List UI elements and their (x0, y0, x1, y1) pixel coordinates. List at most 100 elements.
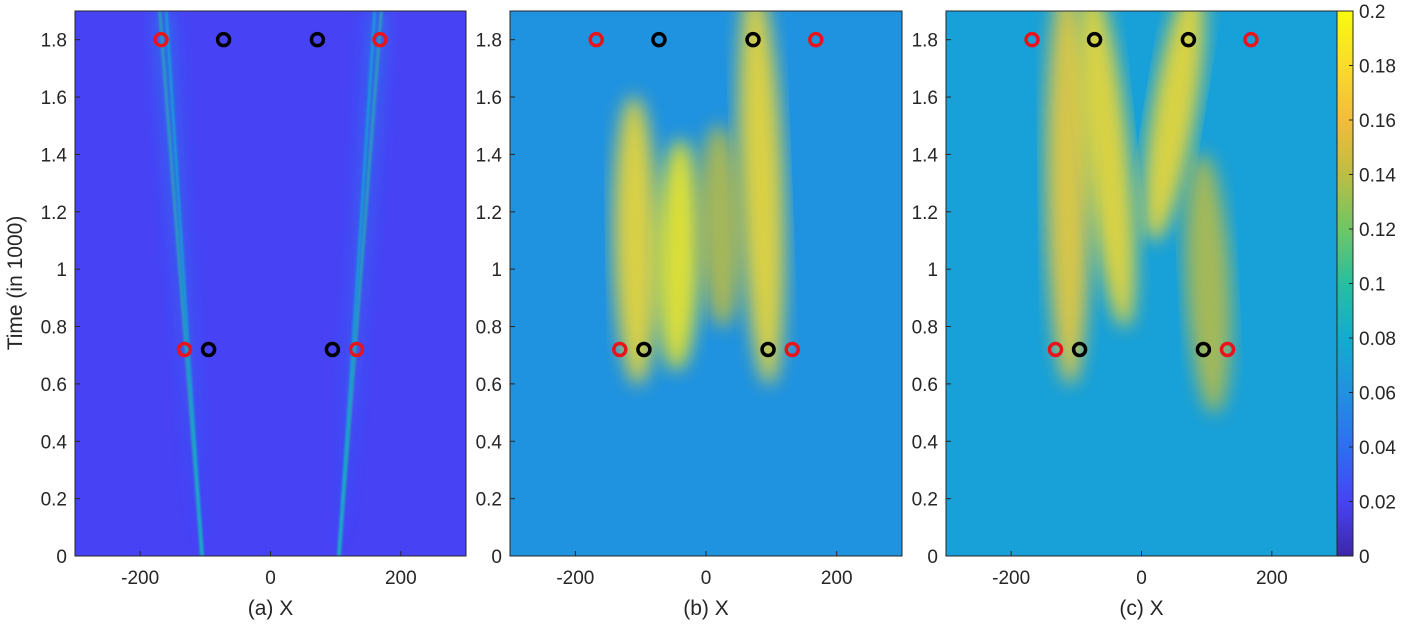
heatmap-a (75, 11, 466, 556)
x-tick-label: 200 (1256, 568, 1288, 589)
heatmap-beam (337, 11, 376, 556)
heatmap-beam (165, 11, 204, 556)
x-tick-label: 0 (265, 568, 276, 589)
y-tick-label: 1.8 (912, 31, 938, 52)
black-circle-marker (200, 341, 217, 358)
heatmap-band (1046, 11, 1091, 386)
y-tick-label: 0.2 (41, 490, 67, 511)
colorbar-tick-label: 0.08 (1359, 329, 1396, 350)
y-tick-label: 1.4 (912, 145, 939, 166)
y-tick-label: 1.2 (41, 203, 67, 224)
y-tick-label: 0.6 (41, 375, 67, 396)
y-tick-label: 0.2 (476, 490, 502, 511)
red-circle-marker (784, 341, 800, 358)
y-tick-label: 1.6 (41, 88, 67, 109)
x-tick-label: -200 (121, 568, 159, 589)
y-tick-label: 0.6 (476, 375, 502, 396)
colorbar-tick-label: 0 (1359, 547, 1370, 568)
heatmap-background (75, 11, 466, 556)
heatmap-band (698, 124, 743, 328)
black-circle-marker (324, 341, 341, 358)
x-axis-label: (a) X (248, 597, 294, 620)
y-tick-label: 1.2 (912, 203, 938, 224)
heatmap-background (946, 11, 1337, 556)
x-axis-label: (c) X (1119, 597, 1163, 620)
colorbar-tick-label: 0.04 (1359, 438, 1396, 459)
y-tick-label: 0.8 (476, 318, 502, 339)
heatmap-b (510, 11, 902, 556)
y-tick-label: 1 (491, 260, 502, 281)
black-circle-marker (745, 31, 761, 48)
y-tick-label: 0 (56, 547, 67, 568)
y-tick-label: 1 (927, 260, 938, 281)
x-tick-label: -200 (556, 568, 594, 589)
y-tick-label: 0.6 (912, 375, 938, 396)
black-circle-marker (215, 31, 232, 48)
black-circle-marker (1086, 31, 1103, 48)
red-circle-marker (176, 341, 193, 358)
black-circle-marker (760, 341, 776, 358)
colorbar-tick-label: 0.16 (1359, 111, 1396, 132)
heatmap-beam-glow (160, 11, 203, 556)
red-circle-marker (153, 31, 169, 48)
panel-c: -200 0 200 (c) X 0 0.2 0.4 0.6 0.8 1 1.2 1.4 1.6 1.8 (912, 10, 1338, 620)
y-tick-label: 0 (491, 547, 502, 568)
y-tick-label: 0.4 (41, 432, 68, 453)
panel-a: -200 0 200 (a) X 0 0.2 0.4 0.6 0.8 1 1.2 1.4 1.6 1.8 (41, 10, 467, 620)
heatmap-band (656, 138, 701, 371)
red-circle-marker (372, 31, 388, 48)
y-tick-label: 0.4 (476, 432, 503, 453)
y-tick-label: 0.8 (41, 318, 67, 339)
colorbar-tick-label: 0.12 (1359, 220, 1396, 241)
y-tick-label: 1.2 (476, 203, 502, 224)
black-circle-marker (651, 31, 667, 48)
colorbar-tick-label: 0.1 (1359, 275, 1385, 296)
heatmap-band (1079, 11, 1136, 328)
red-circle-marker (808, 31, 824, 48)
colorbar-tick-label: 0.02 (1359, 493, 1396, 514)
x-tick-label: 0 (1136, 568, 1147, 589)
black-circle-marker (1195, 341, 1212, 358)
x-tick-label: -200 (992, 568, 1030, 589)
y-tick-label: 1.4 (41, 145, 68, 166)
x-axis-label: (b) X (683, 597, 729, 620)
red-circle-marker (1047, 341, 1064, 358)
y-tick-label: 0.4 (912, 432, 939, 453)
heatmap-beam-glow (153, 11, 203, 556)
colorbar-tick-label: 0.2 (1359, 2, 1385, 23)
y-tick-label: 0.2 (912, 490, 938, 511)
red-circle-marker (588, 31, 604, 48)
y-tick-label: 1.6 (476, 88, 502, 109)
x-tick-label: 200 (385, 568, 417, 589)
red-circle-marker (1024, 31, 1040, 48)
y-tick-label: 1.8 (476, 31, 502, 52)
colorbar-tick-label: 0.18 (1359, 57, 1396, 78)
colorbar-tick-label: 0.14 (1359, 166, 1396, 187)
panel-b: -200 0 200 (b) X 0 0.2 0.4 0.6 0.8 1 1.2 1.4 1.6 1.8 (476, 10, 903, 620)
y-tick-label: 0 (927, 547, 938, 568)
black-circle-marker (636, 341, 652, 358)
colorbar: 0 0.02 0.04 0.06 0.08 0.1 0.12 0.14 0.16 0.18 0.2 (1336, 2, 1396, 568)
black-circle-marker (309, 31, 326, 48)
heatmap-beam-glow (338, 11, 388, 556)
red-circle-marker (348, 341, 365, 358)
y-tick-label: 1.6 (912, 88, 938, 109)
y-axis-label: Time (in 1000) (4, 216, 27, 351)
heatmap-band (613, 95, 658, 386)
heatmap-c (946, 11, 1337, 556)
black-circle-marker (1071, 341, 1088, 358)
y-tick-label: 1.4 (476, 145, 503, 166)
y-tick-label: 1 (56, 260, 67, 281)
y-tick-label: 1.8 (41, 31, 67, 52)
colorbar-tick-label: 0.06 (1359, 384, 1396, 405)
red-circle-marker (612, 341, 628, 358)
black-circle-marker (1180, 31, 1197, 48)
red-circle-marker (1219, 341, 1236, 358)
x-tick-label: 0 (701, 568, 712, 589)
x-tick-label: 200 (821, 568, 853, 589)
heatmap-beam-glow (338, 11, 381, 556)
heatmap-band (738, 11, 785, 386)
red-circle-marker (1243, 31, 1259, 48)
y-tick-label: 0.8 (912, 318, 938, 339)
